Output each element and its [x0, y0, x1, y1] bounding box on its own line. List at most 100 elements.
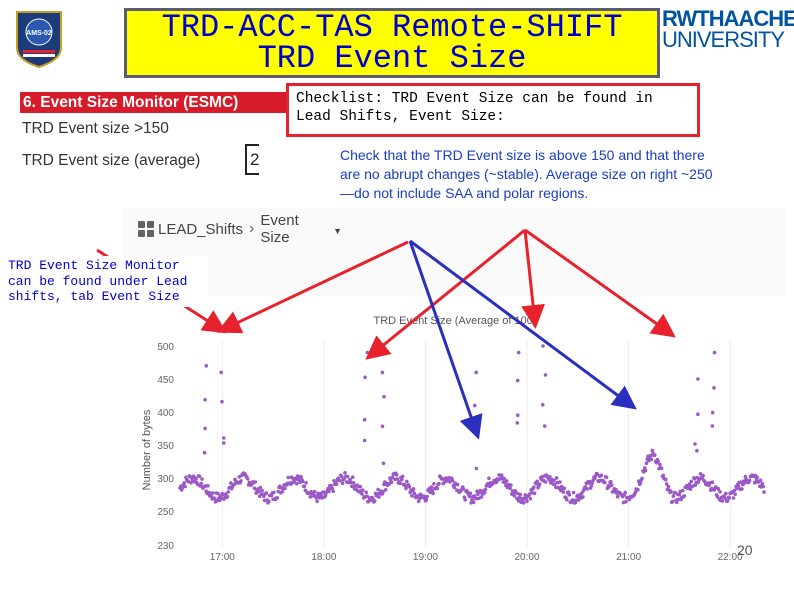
data-point: [206, 484, 210, 488]
data-point: [474, 466, 479, 471]
data-point: [624, 499, 628, 504]
data-point: [723, 496, 727, 501]
data-point: [212, 496, 217, 501]
data-point: [478, 488, 483, 493]
checklist-box: Checklist: TRD Event Size can be found i…: [286, 83, 700, 137]
data-point: [437, 481, 441, 486]
red-arrow: [521, 229, 546, 329]
data-point: [482, 490, 487, 495]
data-point: [567, 493, 572, 497]
data-point: [623, 490, 627, 495]
data-point: [435, 486, 440, 491]
data-point: [350, 484, 354, 489]
chart-y-axis-label: Number of bytes: [141, 409, 153, 490]
data-point: [710, 424, 715, 428]
y-tick-label: 230: [157, 541, 174, 552]
page-number: 20: [737, 542, 753, 558]
data-point: [452, 485, 457, 490]
data-point: [351, 481, 356, 485]
data-point: [695, 448, 699, 453]
data-point: [761, 484, 765, 489]
data-point: [239, 479, 243, 483]
red-arrow: [365, 228, 526, 360]
data-point: [502, 476, 507, 481]
data-point: [633, 490, 638, 495]
data-point: [543, 480, 548, 484]
data-point: [380, 370, 385, 375]
chart-title: TRD Event Size (Average of 100): [373, 315, 536, 327]
caret-down-icon[interactable]: ▼: [333, 226, 342, 236]
data-point: [532, 485, 536, 490]
data-point: [455, 482, 460, 487]
data-point: [725, 499, 730, 503]
event-size-threshold-label: TRD Event size >150: [22, 120, 169, 137]
data-point: [710, 480, 715, 485]
data-point: [183, 484, 187, 489]
data-point: [431, 491, 435, 496]
dashboards-grid-icon[interactable]: [138, 221, 154, 237]
data-point: [272, 490, 276, 495]
x-tick-label: 22:00: [718, 552, 743, 563]
data-point: [581, 495, 585, 499]
data-point: [339, 474, 344, 479]
data-point: [280, 489, 285, 494]
data-point: [331, 489, 336, 494]
data-point: [696, 412, 700, 417]
data-point: [474, 496, 479, 501]
x-tick-label: 18:00: [311, 552, 336, 563]
breadcrumb-event-size[interactable]: Event Size: [260, 212, 299, 246]
data-point: [468, 491, 473, 496]
data-point: [345, 474, 350, 479]
data-point: [675, 500, 679, 505]
data-point: [650, 448, 655, 453]
data-point: [327, 489, 331, 494]
data-point: [483, 487, 488, 492]
data-point: [565, 497, 569, 502]
data-point: [693, 442, 697, 446]
data-point: [585, 487, 589, 491]
data-point: [216, 491, 220, 496]
data-point: [304, 481, 308, 485]
data-point: [407, 484, 412, 489]
data-point: [571, 490, 576, 495]
data-point: [429, 485, 434, 489]
data-point: [515, 421, 520, 425]
data-point: [400, 477, 404, 482]
data-point: [380, 424, 385, 429]
data-point: [387, 482, 391, 486]
data-point: [758, 478, 763, 483]
y-tick-label: 450: [157, 375, 174, 386]
data-point: [222, 441, 226, 445]
data-point: [487, 476, 491, 481]
data-point: [258, 485, 263, 490]
red-arrow: [524, 228, 676, 338]
data-point: [528, 497, 533, 501]
data-point: [479, 495, 484, 499]
data-point: [687, 482, 692, 486]
y-tick-label: 500: [157, 342, 174, 353]
data-point: [570, 498, 575, 502]
data-point: [204, 364, 209, 368]
data-point: [642, 466, 647, 470]
data-point: [561, 490, 566, 494]
data-point: [724, 491, 728, 496]
data-point: [653, 453, 657, 457]
data-point: [361, 488, 365, 493]
data-point: [656, 459, 660, 464]
data-point: [322, 490, 326, 495]
event-size-average-label: TRD Event size (average): [22, 152, 201, 169]
data-point: [752, 480, 757, 485]
data-point: [760, 481, 765, 486]
y-tick-label: 300: [157, 474, 174, 485]
ams-logo-text: AMS-02: [26, 30, 52, 37]
data-point: [698, 472, 703, 476]
checklist-line-1: Checklist: TRD Event Size can be found i…: [296, 91, 653, 107]
breadcrumb-lead-shifts[interactable]: LEAD_Shifts: [158, 220, 244, 238]
breadcrumb-chevron-icon: ›: [249, 220, 255, 237]
data-point: [472, 403, 477, 408]
data-point: [360, 492, 364, 496]
data-point: [467, 494, 472, 499]
data-point: [671, 494, 676, 498]
chart-panel: [122, 296, 786, 580]
